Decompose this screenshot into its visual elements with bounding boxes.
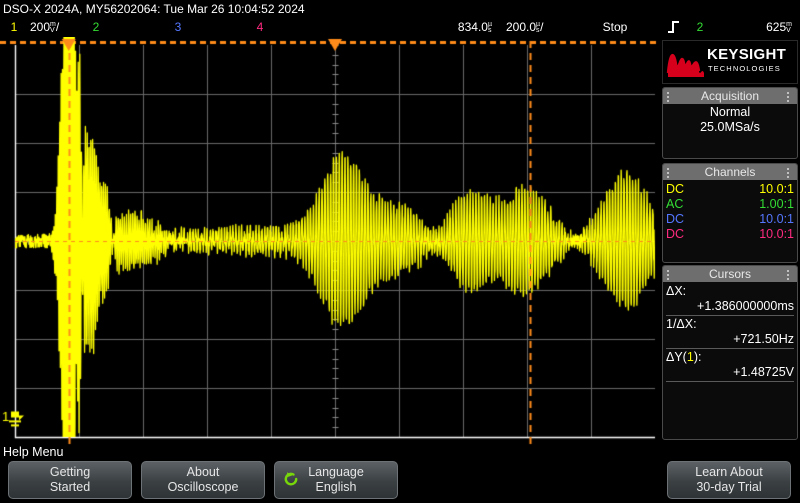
cursor-dy-label: ΔY(1): [666, 350, 794, 365]
horizontal-delay[interactable]: 834.0 µ s [412, 18, 492, 37]
unit-prefix: µ [536, 20, 541, 28]
channel-1-probe: 10.0:1 [759, 182, 794, 196]
acquisition-title: Acquisition [700, 89, 760, 103]
cursor-invdx-value: +721.50Hz [733, 332, 794, 346]
cursor-dy-value: +1.48725V [733, 365, 794, 379]
channels-title: Channels [704, 165, 756, 179]
divider [666, 348, 794, 349]
cursor-dx-label: ΔX: [666, 284, 687, 298]
cursor-dx-value: +1.386000000ms [697, 299, 794, 313]
softkey-line1: About [186, 465, 220, 479]
waveform-display[interactable] [0, 37, 660, 445]
rising-edge-icon[interactable] [666, 18, 680, 37]
trigger-level[interactable]: 625 m V [730, 18, 792, 37]
softkey-line2: Oscilloscope [167, 480, 239, 494]
status-bar: 1 200 m V/ 2 3 4 834.0 µ s 200.0 µ s / Stop 2 6… [0, 18, 800, 37]
keysight-logo: KEYSIGHT TECHNOLOGIES [662, 40, 798, 84]
unit-prefix: µ [487, 20, 492, 28]
unit-prefix: m [786, 20, 792, 28]
cursors-panel[interactable]: Cursors ΔX: +1.386000000ms 1/ΔX: +721.50… [662, 265, 798, 440]
per-div-suffix: / [55, 20, 60, 34]
channel-4-indicator[interactable]: 4 [256, 20, 264, 34]
unit-base: V [786, 26, 791, 34]
dy-suffix: ): [693, 350, 702, 364]
channel-1-scale-value: 200 [30, 20, 51, 34]
dy-prefix: ΔY( [666, 350, 687, 364]
cycle-arrow-icon [284, 472, 298, 486]
drag-handle-icon [787, 92, 793, 102]
getting-started-button[interactable]: Getting Started [8, 461, 132, 499]
drag-handle-icon [787, 270, 793, 280]
learn-about-30-day-trial-button[interactable]: Learn About 30-day Trial [667, 461, 791, 499]
trigger-level-value: 625 [766, 20, 787, 34]
channel-row-3[interactable]: DC 10.0:1 [666, 212, 794, 227]
dy-channel: 1 [686, 350, 694, 364]
softkey-line1: Language [308, 465, 364, 479]
timebase-value: 200.0 [506, 20, 537, 34]
channel-3-indicator[interactable]: 3 [174, 20, 182, 34]
bottom-bar: Help Menu Getting Started About Oscillos… [0, 445, 800, 503]
cursor-invdx-label: 1/ΔX: [666, 317, 697, 331]
trigger-source[interactable]: 2 [696, 20, 704, 34]
channel-2-coupling: AC [666, 197, 684, 211]
per-div-suffix: / [540, 20, 544, 34]
channel-2-probe: 1.00:1 [759, 197, 794, 211]
channel-row-4[interactable]: DC 10.0:1 [666, 227, 794, 242]
drag-handle-icon [787, 168, 793, 178]
acquisition-sample-rate: 25.0MSa/s [700, 120, 760, 134]
divider [666, 381, 794, 382]
softkey-line1: Getting [49, 465, 91, 479]
channel-4-probe: 10.0:1 [759, 227, 794, 241]
instrument-title: DSO-X 2024A, MY56202064: Tue Mar 26 10:0… [3, 2, 305, 16]
channel-1-indicator[interactable]: 1 [10, 20, 18, 34]
channel-1-coupling: DC [666, 182, 685, 196]
channel-3-probe: 10.0:1 [759, 212, 794, 226]
channel-row-2[interactable]: AC 1.00:1 [666, 197, 794, 212]
softkey-line2: English [315, 480, 357, 494]
divider [666, 315, 794, 316]
channel-4-coupling: DC [666, 227, 685, 241]
drag-handle-icon [667, 92, 673, 102]
sidebar: KEYSIGHT TECHNOLOGIES Acquisition Normal… [660, 37, 800, 445]
cursors-panel-header[interactable]: Cursors [663, 266, 797, 282]
language-button[interactable]: Language English [274, 461, 398, 499]
unit-base: s [487, 26, 492, 34]
help-menu-label: Help Menu [3, 445, 64, 459]
softkey-line2: Started [49, 480, 91, 494]
keysight-wave-icon [666, 54, 704, 77]
about-oscilloscope-button[interactable]: About Oscilloscope [141, 461, 265, 499]
channel-2-indicator[interactable]: 2 [92, 20, 100, 34]
run-state[interactable]: Stop [602, 20, 628, 34]
unit-base: s [536, 26, 540, 34]
delay-value: 834.0 [457, 20, 488, 34]
graticule-canvas[interactable] [0, 37, 660, 445]
channel-3-coupling: DC [666, 212, 685, 226]
unit-base: V [50, 26, 55, 34]
channel-1-scale[interactable]: 200 m V / [30, 18, 120, 37]
logo-subtitle: TECHNOLOGIES [708, 64, 781, 73]
cursors-title: Cursors [708, 267, 751, 281]
softkey-line1: Learn About [695, 465, 763, 479]
acquisition-panel[interactable]: Acquisition Normal 25.0MSa/s [662, 87, 798, 159]
acquisition-panel-header[interactable]: Acquisition [663, 88, 797, 104]
logo-name: KEYSIGHT [707, 46, 787, 63]
softkey-line2: 30-day Trial [696, 480, 762, 494]
channels-panel[interactable]: Channels DC 10.0:1 AC 1.00:1 DC 10.0:1 D… [662, 163, 798, 263]
acquisition-mode: Normal [709, 105, 751, 119]
channels-panel-header[interactable]: Channels [663, 164, 797, 180]
drag-handle-icon [667, 168, 673, 178]
channel-row-1[interactable]: DC 10.0:1 [666, 182, 794, 197]
unit-prefix: m [50, 20, 56, 28]
title-bar: DSO-X 2024A, MY56202064: Tue Mar 26 10:0… [0, 0, 800, 18]
drag-handle-icon [667, 270, 673, 280]
timebase-scale[interactable]: 200.0 µ s / [506, 18, 596, 37]
